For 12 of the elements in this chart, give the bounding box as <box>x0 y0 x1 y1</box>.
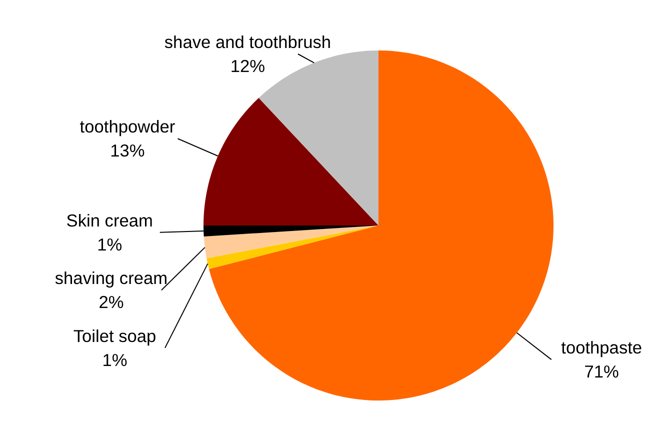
slice-label: shave and toothbrush <box>164 32 332 52</box>
slice-label: Skin cream <box>66 210 153 230</box>
slice-label: toothpowder <box>80 116 176 137</box>
data-label: 1% <box>102 350 128 370</box>
data-label: 1% <box>97 234 122 254</box>
slice-label: shaving cream <box>54 268 168 288</box>
data-label: 2% <box>98 292 124 312</box>
data-label: 12% <box>230 56 266 76</box>
slice-label: toothpaste <box>561 338 642 358</box>
slice-label: Toilet soap <box>73 326 156 346</box>
data-label: 13% <box>110 140 145 161</box>
data-label: 71% <box>584 362 619 382</box>
